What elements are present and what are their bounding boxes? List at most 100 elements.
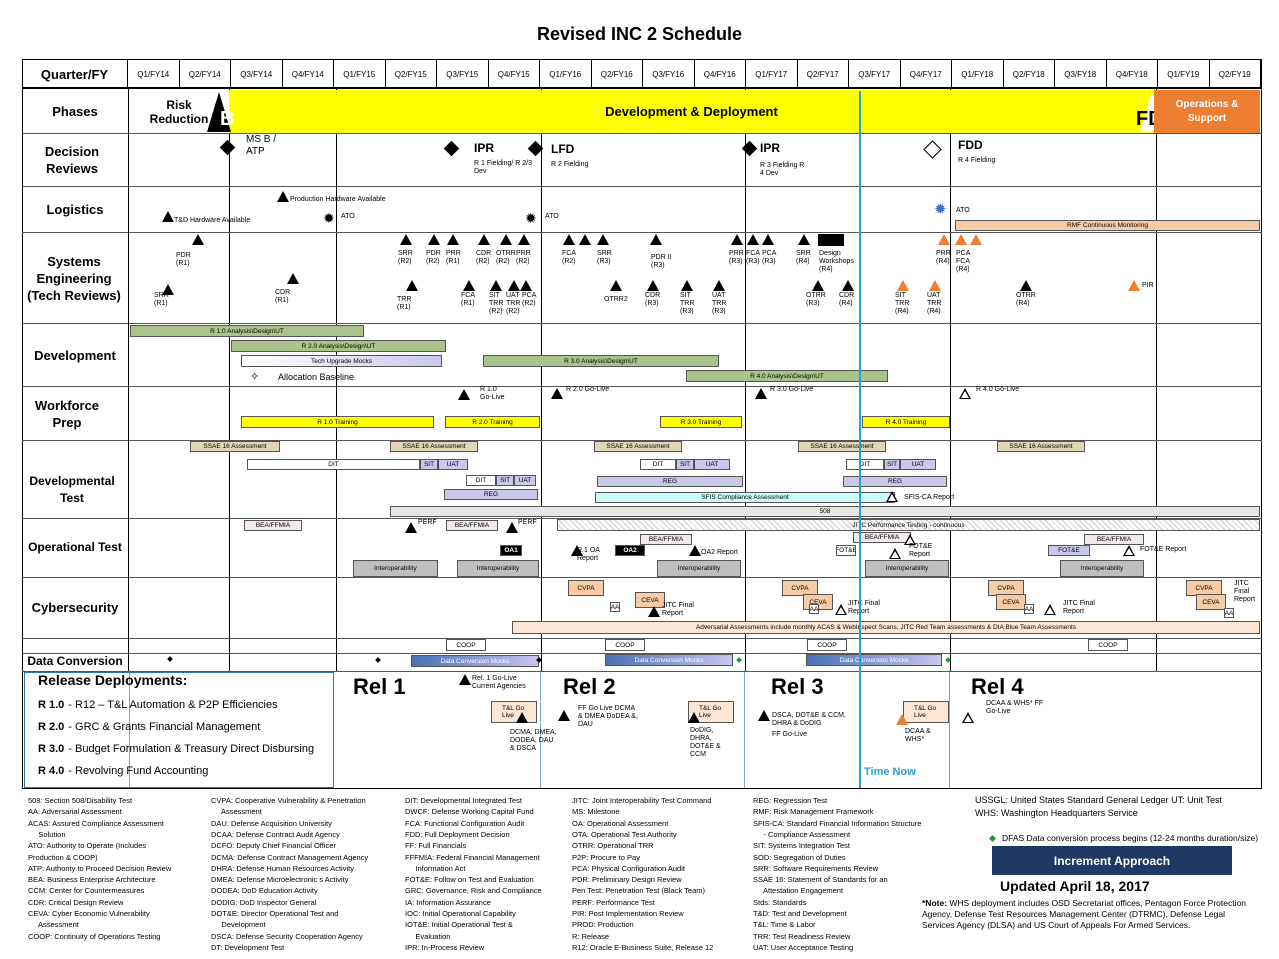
legend-entry: DWCF: Defense Working Capital Fund: [405, 807, 534, 817]
updated-date: Updated April 18, 2017: [1000, 878, 1150, 894]
r1-golive-label: R 1.0 Go-Live: [480, 386, 505, 401]
review-marker: [1020, 280, 1032, 291]
td-hardware-marker: [162, 211, 174, 222]
review-marker: [731, 234, 743, 245]
ff-golive-label: FF Go-Live: [772, 731, 808, 738]
quarter-cell: Q2/FY14: [180, 60, 231, 88]
ot-bar: FOT&E: [1048, 545, 1090, 556]
legend-entry: 508: Section 508/Disability Test: [28, 796, 133, 805]
rel1-golive-marker: [459, 674, 471, 685]
ato-label-2: ATO: [545, 213, 559, 220]
sfis-ca-label: SFIS-CA Report: [904, 494, 955, 501]
legend-entry: FOT&E: Follow on Test and Evaluation: [405, 875, 534, 885]
lfd-sub: R 2 Fielding: [551, 161, 589, 168]
legend-entry: REG: Regression Test: [753, 796, 828, 805]
dt-bar: UAT: [694, 459, 730, 470]
ot-bar: Interoperability: [457, 560, 539, 577]
legend-entry: FFFMIA: Federal Financial Management: [405, 852, 540, 862]
review-label: FCA (R1): [461, 292, 475, 307]
legend-entry: COOP: Continuity of Operations Testing: [28, 931, 161, 941]
rel1-label: Rel 1: [353, 674, 406, 699]
legend-entry: PROD: Production: [572, 920, 634, 930]
row-label-cybersecurity: Cybersecurity: [31, 600, 119, 615]
dt-bar: DIT: [247, 459, 420, 470]
review-marker: [500, 234, 512, 245]
legend-entry: - Compliance Assessment: [753, 829, 851, 839]
ot-marker: [889, 548, 901, 559]
tech-upgrade-bar: Tech Upgrade Mocks: [241, 355, 442, 367]
legend-entry: IA: Information Assurance: [405, 897, 491, 907]
time-now-line: [859, 91, 861, 788]
cyber-bar: AA: [1224, 608, 1234, 618]
legend-entry: FCA: Functional Configuration Audit: [405, 818, 525, 828]
rel1-golive-label: Rel. 1 Go-Live Current Agencies: [472, 675, 526, 690]
review-label: OTRR (R2): [496, 250, 516, 265]
review-marker: [929, 280, 941, 291]
row-separator: [22, 440, 1262, 441]
sfis-ca-marker: [886, 491, 898, 502]
legend-entry: R12: Oracle E-Business Suite, Release 12: [572, 942, 714, 952]
legend-entry: DAU: Defense Acquisition University: [211, 818, 332, 828]
quarter-cell: Q2/FY15: [386, 60, 437, 88]
legend-entry: UAT: User Acceptance Testing: [753, 942, 854, 952]
review-label: SIT TRR (R2): [489, 292, 504, 315]
dfas-legend: DFAS Data conversion process begins (12-…: [1002, 833, 1259, 843]
perf-label-2: PERF: [518, 519, 537, 526]
time-now-label: Time Now: [864, 766, 916, 778]
row-label-logistics: Logistics: [46, 202, 104, 217]
row-label-decision-reviews: Decision Reviews: [44, 144, 100, 176]
row-label-developmental-test: Developmental Test: [29, 474, 115, 505]
dcaa-whs-label: DCAA & WHS* FF Go-Live: [986, 700, 1044, 715]
dt-bar: UAT: [900, 459, 936, 470]
legend-entry: AA: Adversarial Assessment: [28, 807, 122, 817]
review-label: PCA FCA (R4): [956, 250, 971, 273]
row-separator: [22, 133, 1262, 134]
review-marker: [812, 280, 824, 291]
legend-entry: DOT&E: Director Operational Test and: [211, 909, 339, 918]
release-key: R 1.0: [38, 699, 65, 711]
legend-entry: DCMA: Defense Contract Management Agency: [211, 852, 369, 862]
row-separator: [22, 186, 1262, 187]
tl-golive-box: T&L Go Live: [903, 701, 949, 723]
phase-risk-label: Risk Reduction: [149, 97, 209, 126]
ot-bar: FOT&E: [836, 545, 856, 556]
ot-marker: [1123, 545, 1135, 556]
jitc-report-marker: [1044, 604, 1056, 615]
review-marker: [897, 280, 909, 291]
cyber-bar: Adversarial Assessments include monthly …: [512, 621, 1260, 634]
perf-label-1: PERF: [418, 519, 437, 526]
review-marker: [597, 234, 609, 245]
review-label: OTRR (R3): [806, 292, 826, 307]
review-label: CDR (R3): [645, 292, 661, 307]
legend-entry: FDD: Full Deployment Decision: [405, 829, 510, 839]
dt-bar: UAT: [438, 459, 468, 470]
review-marker: [1128, 280, 1140, 291]
review-label: CDR (R2): [476, 250, 492, 265]
fdd-sub: R 4 Fielding: [958, 157, 996, 164]
review-marker: [955, 234, 967, 245]
cyber-bar: CEVA: [1196, 594, 1226, 610]
coop-box: COOP: [807, 639, 847, 651]
row-label-operational-test: Operational Test: [28, 540, 122, 554]
legend-entry: GRC: Governance, Risk and Compliance: [405, 886, 542, 896]
cyber-bar: CVPA: [568, 580, 604, 596]
review-label: PRR (R4): [936, 250, 951, 265]
dfas-green-diamond: [988, 834, 997, 843]
ipr2-sub: R 3 Fielding R 4 Dev: [760, 162, 805, 177]
phase-ops-label: Operations & Support: [1175, 98, 1239, 124]
row-label-workforce-prep: Workforce Prep: [34, 397, 100, 430]
dt-bar: SIT: [884, 459, 900, 470]
dt-bar: SIT: [496, 475, 514, 486]
lfd-label: LFD: [551, 142, 575, 156]
ato-icon-2: ✹: [525, 210, 537, 226]
legend-entry: SIT: Systems Integration Test: [753, 841, 850, 851]
review-label: FCA (R3): [746, 250, 760, 265]
legend-entry: CCM: Center for Countermeasures: [28, 886, 145, 896]
dt-bar: SIT: [676, 459, 694, 470]
review-label: PCA (R3): [762, 250, 777, 265]
milestone-b-label: B: [220, 108, 235, 130]
legend-entry: RMF: Risk Management Framework: [753, 807, 874, 817]
ot-bar: Interoperability: [353, 560, 438, 577]
label-column-divider: [128, 89, 129, 671]
legend-entry: Information Act: [405, 863, 466, 873]
